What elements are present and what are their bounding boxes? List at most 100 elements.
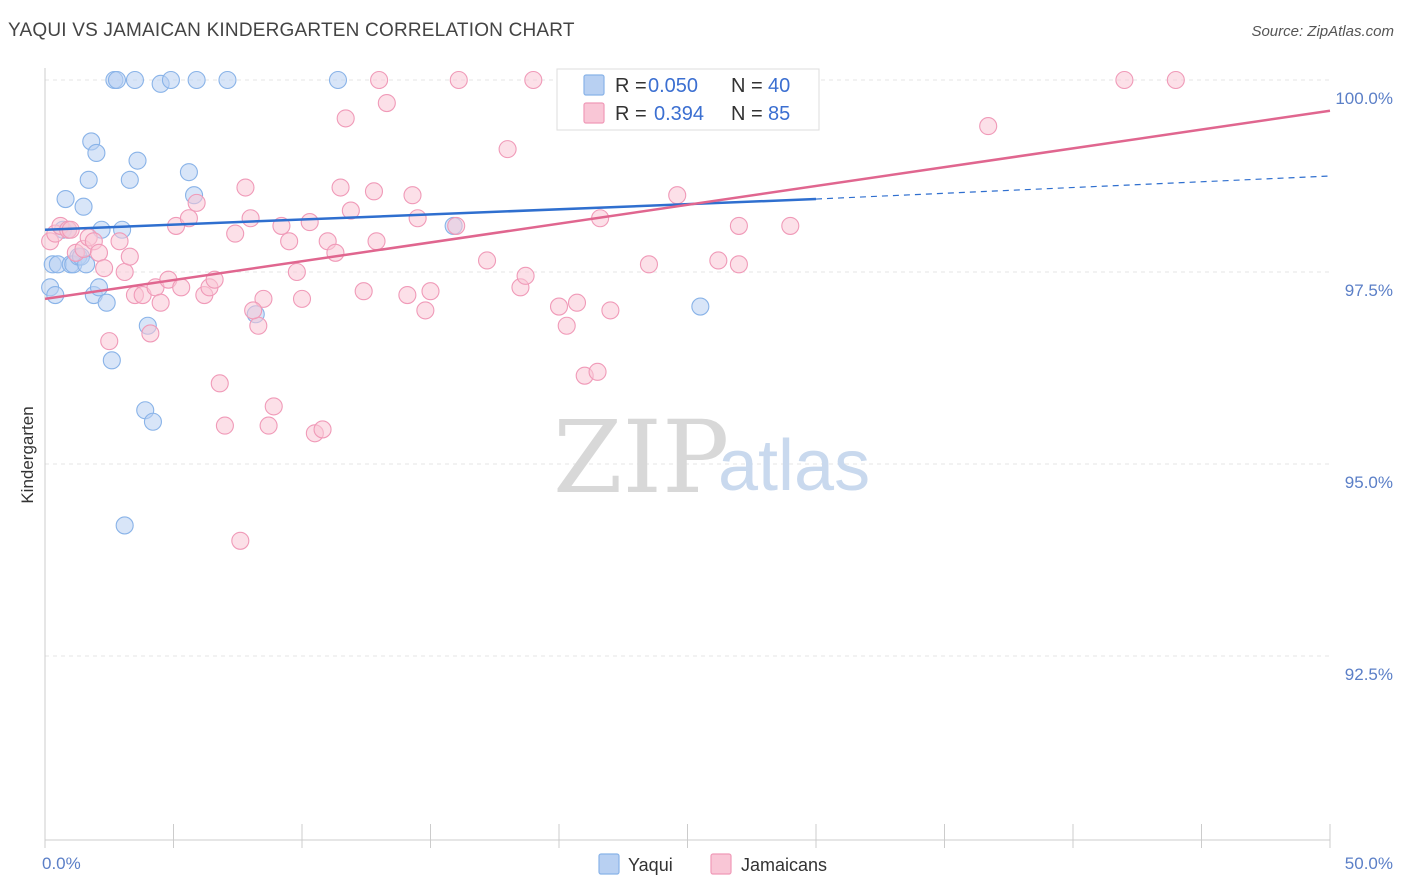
jamaicans-point	[313, 420, 332, 439]
yaqui-point	[87, 143, 106, 163]
jamaicans-point	[447, 216, 466, 235]
yaqui-trend-extension	[815, 175, 1331, 200]
jamaicans-point	[300, 213, 319, 232]
legend-r-label-jamaicans: R =	[615, 103, 647, 125]
x-tick-label: 50.0%	[1345, 854, 1393, 873]
jamaicans-point	[364, 182, 384, 201]
jamaicans-point	[259, 416, 278, 435]
jamaicans-point	[1166, 70, 1185, 90]
yaqui-point	[179, 163, 198, 182]
yaqui-point	[79, 170, 98, 189]
jamaicans-point	[100, 332, 119, 351]
jamaicans-point	[729, 216, 748, 235]
jamaicans-point	[264, 397, 283, 416]
jamaicans-point	[567, 293, 587, 312]
jamaicans-point	[179, 209, 198, 228]
yaqui-point	[115, 516, 134, 535]
yaqui-point	[328, 70, 348, 90]
gridlines	[45, 79, 1330, 657]
legend-n-value-yaqui: 40	[768, 75, 790, 97]
jamaicans-point	[398, 285, 417, 305]
yaqui-point	[102, 351, 121, 370]
bottom-legend-swatch-jamaicans	[710, 853, 732, 875]
yaqui-point	[218, 70, 237, 90]
chart-title: YAQUI VS JAMAICAN KINDERGARTEN CORRELATI…	[8, 20, 575, 41]
jamaicans-point	[89, 243, 109, 262]
jamaicans-point	[115, 262, 134, 282]
yaqui-point	[74, 197, 93, 216]
bottom-legend: Yaqui Jamaicans	[598, 853, 827, 875]
jamaicans-point	[557, 316, 576, 335]
source-label: Source: ZipAtlas.com	[1251, 23, 1394, 40]
jamaicans-point	[421, 282, 440, 301]
jamaicans-point	[729, 255, 748, 274]
jamaicans-point	[367, 232, 386, 251]
y-tick-label: 97.5%	[1345, 281, 1393, 300]
yaqui-point	[46, 285, 65, 305]
legend-n-value-jamaicans: 85	[768, 103, 790, 125]
jamaicans-point	[408, 209, 427, 228]
jamaicans-point	[236, 178, 255, 197]
trend-lines	[44, 109, 1331, 301]
yaqui-point	[97, 293, 116, 312]
legend-n-label-jamaicans: N =	[731, 103, 763, 125]
yaqui-point	[107, 70, 127, 90]
jamaicans-point	[336, 109, 355, 128]
top-legend: R = 0.050 N = 40 R = 0.394 N = 85	[556, 68, 820, 131]
legend-n-label-yaqui: N =	[731, 75, 763, 97]
y-tick-label: 95.0%	[1345, 473, 1393, 492]
yaqui-point	[161, 70, 180, 90]
legend-swatch-yaqui	[583, 74, 605, 96]
yaqui-point	[89, 278, 109, 297]
jamaicans-point	[341, 201, 360, 220]
watermark-zip-text: ZIP	[553, 399, 729, 516]
yaqui-point	[143, 412, 162, 431]
yaqui-point	[691, 297, 710, 316]
jamaicans-point	[120, 247, 139, 266]
jamaicans-point	[226, 224, 245, 243]
jamaicans-point	[524, 70, 543, 90]
jamaicans-point	[354, 282, 373, 301]
jamaicans-point	[979, 117, 998, 136]
axes	[44, 68, 1331, 848]
jamaicans-point	[498, 140, 517, 159]
x-tick-label: 0.0%	[42, 854, 81, 873]
jamaicans-point	[377, 93, 396, 113]
y-axis-label: Kindergarten	[18, 406, 37, 503]
jamaicans-point	[588, 362, 607, 381]
jamaicans-point	[215, 416, 234, 435]
jamaicans-point	[95, 259, 114, 278]
yaqui-point	[128, 151, 147, 170]
jamaicans-point	[639, 255, 659, 274]
yaqui-point	[187, 70, 206, 90]
legend-r-value-yaqui: 0.050	[648, 75, 698, 97]
jamaicans-point	[326, 243, 345, 262]
jamaicans-trend-line	[44, 109, 1331, 301]
jamaicans-point	[709, 251, 728, 270]
y-tick-label: 100.0%	[1335, 89, 1393, 108]
y-tick-label: 92.5%	[1345, 665, 1393, 684]
watermark-atlas-text: atlas	[718, 426, 870, 506]
jamaicans-point	[292, 289, 312, 308]
jamaicans-point	[416, 301, 435, 320]
jamaicans-point	[477, 251, 497, 270]
jamaicans-point	[141, 324, 160, 343]
jamaicans-point	[254, 289, 273, 308]
tick-labels: 100.0% 97.5% 95.0% 92.5% 0.0% 50.0%	[42, 89, 1393, 873]
jamaicans-point	[516, 266, 535, 285]
jamaicans-point	[449, 70, 468, 90]
bottom-legend-label-jamaicans: Jamaicans	[741, 855, 827, 875]
jamaicans-point	[210, 374, 229, 393]
legend-swatch-jamaicans	[583, 102, 605, 124]
legend-r-label-yaqui: R =	[615, 75, 647, 97]
jamaicans-point	[249, 316, 268, 335]
watermark: ZIP atlas	[553, 399, 870, 516]
jamaicans-point	[187, 193, 206, 212]
yaqui-point	[125, 70, 144, 90]
jamaicans-point	[370, 70, 389, 90]
jamaicans-point	[151, 293, 170, 312]
jamaicans-point	[244, 301, 263, 320]
legend-r-value-jamaicans: 0.394	[654, 103, 704, 125]
jamaicans-point	[331, 178, 350, 197]
